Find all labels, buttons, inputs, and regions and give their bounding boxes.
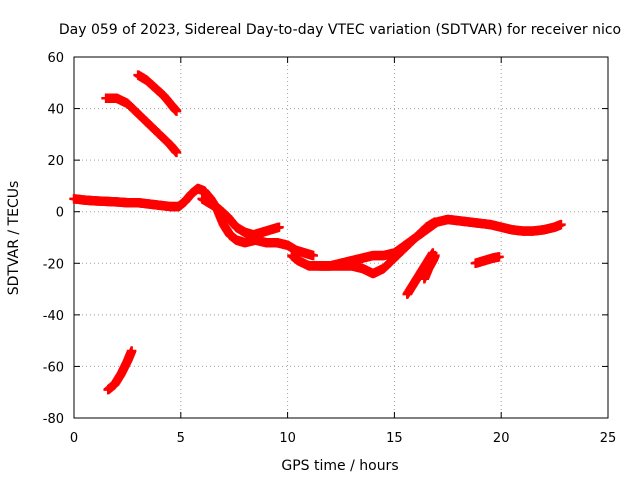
data-point [430,217,440,227]
x-tick-label: 25 [600,431,617,446]
x-tick-label: 15 [386,431,403,446]
data-point [430,250,440,261]
y-tick-label: 20 [47,154,64,169]
data-points [69,70,566,395]
y-tick-label: -20 [43,257,64,272]
chart-title: Day 059 of 2023, Sidereal Day-to-day VTE… [59,22,621,38]
series-track-i [470,252,504,268]
series-track-e [197,194,284,240]
series-track-h [419,250,440,284]
grid-lines [74,57,608,418]
y-tick-label: -60 [43,360,64,375]
x-tick-label: 20 [493,431,510,446]
data-point [171,147,182,158]
series-track-f [282,240,318,261]
y-axis-label: SDTVAR / TECUs [6,181,22,296]
series-track-c [133,70,182,116]
x-tick-label: 5 [177,431,185,446]
series-track-b [101,93,182,158]
y-tick-label: 40 [47,103,64,118]
data-point [494,252,504,262]
data-point [274,222,284,232]
axis-ticks: 0 5 10 15 20 25 -80 -60 -40 -20 0 20 40 60 [43,51,617,446]
data-point [556,219,566,230]
y-tick-label: 0 [56,206,64,221]
series-track-a-main [69,183,293,250]
x-tick-label: 10 [279,431,296,446]
series-track-a-high [314,217,440,279]
data-point [308,250,318,261]
data-point [126,346,137,356]
plot-frame [73,56,609,419]
data-point [171,106,182,116]
x-axis-label: GPS time / hours [281,458,398,474]
y-tick-label: -80 [43,412,64,427]
y-tick-label: -40 [43,309,64,324]
series-track-d [103,346,137,395]
y-tick-label: 60 [47,51,64,66]
x-tick-label: 0 [70,431,78,446]
